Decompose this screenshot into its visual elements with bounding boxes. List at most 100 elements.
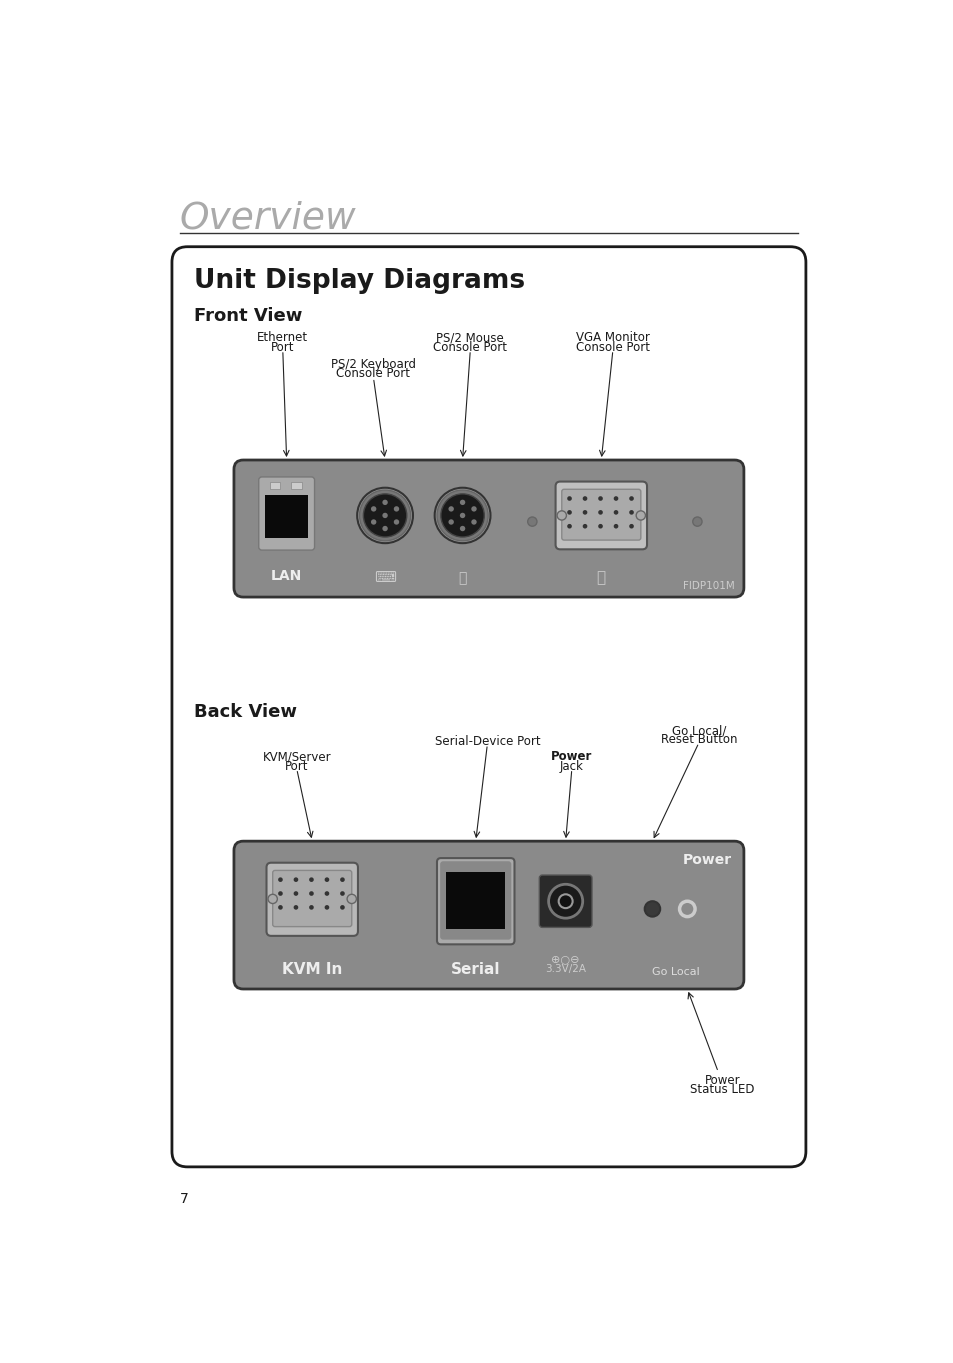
- Circle shape: [347, 894, 356, 904]
- Circle shape: [459, 526, 465, 532]
- Text: 3.3V/2A: 3.3V/2A: [544, 964, 585, 973]
- Text: Port: Port: [271, 341, 294, 353]
- Circle shape: [448, 519, 454, 525]
- Circle shape: [567, 496, 571, 500]
- Text: ⊕○⊖: ⊕○⊖: [551, 954, 579, 965]
- Circle shape: [309, 905, 314, 909]
- FancyBboxPatch shape: [538, 875, 592, 927]
- Text: 🖱: 🖱: [457, 571, 466, 585]
- Circle shape: [598, 523, 602, 529]
- Circle shape: [548, 885, 582, 919]
- Circle shape: [382, 500, 387, 506]
- Circle shape: [294, 891, 298, 895]
- Circle shape: [359, 491, 410, 541]
- Circle shape: [598, 510, 602, 515]
- Text: Go Local: Go Local: [651, 966, 699, 977]
- Text: Power: Power: [551, 750, 592, 763]
- Text: Serial-Device Port: Serial-Device Port: [435, 735, 539, 748]
- Circle shape: [394, 519, 398, 525]
- Circle shape: [278, 905, 282, 909]
- Text: KVM/Server: KVM/Server: [262, 750, 331, 763]
- Bar: [446, 872, 505, 930]
- Circle shape: [382, 526, 387, 532]
- Circle shape: [278, 878, 282, 882]
- Circle shape: [340, 905, 344, 909]
- Circle shape: [613, 496, 618, 500]
- Circle shape: [629, 496, 633, 500]
- Circle shape: [448, 506, 454, 511]
- Text: FIDP101M: FIDP101M: [682, 581, 734, 592]
- Text: Port: Port: [285, 759, 308, 773]
- Circle shape: [324, 905, 329, 909]
- Text: Power: Power: [703, 1074, 740, 1086]
- Bar: [270, 481, 280, 489]
- FancyBboxPatch shape: [233, 841, 743, 990]
- Circle shape: [582, 523, 587, 529]
- Circle shape: [557, 511, 566, 521]
- Text: 🖵: 🖵: [597, 570, 605, 585]
- FancyBboxPatch shape: [561, 489, 640, 540]
- Circle shape: [371, 506, 376, 511]
- Text: Power: Power: [681, 853, 731, 867]
- Circle shape: [340, 891, 344, 895]
- Circle shape: [613, 523, 618, 529]
- Circle shape: [629, 523, 633, 529]
- Text: VGA Monitor: VGA Monitor: [576, 331, 649, 345]
- Text: Console Port: Console Port: [433, 341, 507, 353]
- Text: Serial: Serial: [451, 962, 500, 977]
- Circle shape: [278, 891, 282, 895]
- Circle shape: [440, 493, 484, 537]
- Circle shape: [459, 500, 465, 506]
- Circle shape: [268, 894, 277, 904]
- FancyBboxPatch shape: [233, 459, 743, 597]
- FancyBboxPatch shape: [266, 863, 357, 936]
- Text: Reset Button: Reset Button: [660, 733, 737, 747]
- Circle shape: [324, 891, 329, 895]
- Text: PS/2 Mouse: PS/2 Mouse: [436, 331, 504, 345]
- Circle shape: [294, 878, 298, 882]
- Text: Console Port: Console Port: [336, 367, 410, 380]
- Circle shape: [340, 878, 344, 882]
- Text: ⌨: ⌨: [374, 570, 395, 585]
- Circle shape: [459, 512, 465, 518]
- Text: LAN: LAN: [271, 570, 302, 583]
- FancyBboxPatch shape: [555, 481, 646, 549]
- Text: Front View: Front View: [193, 307, 302, 324]
- Circle shape: [613, 510, 618, 515]
- Text: PS/2 Keyboard: PS/2 Keyboard: [331, 357, 416, 371]
- Circle shape: [363, 493, 406, 537]
- Circle shape: [567, 523, 571, 529]
- Circle shape: [356, 488, 413, 544]
- Circle shape: [382, 512, 387, 518]
- FancyBboxPatch shape: [172, 247, 805, 1167]
- Text: Console Port: Console Port: [576, 341, 649, 353]
- Circle shape: [679, 901, 695, 917]
- Circle shape: [436, 491, 488, 541]
- Circle shape: [294, 905, 298, 909]
- Text: Back View: Back View: [193, 702, 296, 721]
- Circle shape: [692, 517, 701, 526]
- Circle shape: [558, 894, 572, 908]
- Bar: [265, 495, 308, 538]
- Text: Unit Display Diagrams: Unit Display Diagrams: [193, 269, 524, 294]
- Circle shape: [471, 519, 476, 525]
- Text: Ethernet: Ethernet: [257, 331, 308, 345]
- Text: KVM In: KVM In: [282, 962, 342, 977]
- Circle shape: [582, 510, 587, 515]
- Circle shape: [644, 901, 659, 917]
- Text: 7: 7: [179, 1191, 189, 1205]
- Circle shape: [636, 511, 645, 521]
- FancyBboxPatch shape: [273, 871, 352, 927]
- Circle shape: [567, 510, 571, 515]
- FancyBboxPatch shape: [440, 861, 510, 939]
- Text: Status LED: Status LED: [689, 1084, 754, 1096]
- Bar: [291, 481, 302, 489]
- Circle shape: [629, 510, 633, 515]
- Circle shape: [309, 878, 314, 882]
- Circle shape: [324, 878, 329, 882]
- Text: Go Local/: Go Local/: [671, 724, 725, 737]
- Text: Jack: Jack: [559, 759, 583, 773]
- FancyBboxPatch shape: [258, 477, 314, 551]
- Circle shape: [309, 891, 314, 895]
- Text: Overview: Overview: [179, 200, 356, 237]
